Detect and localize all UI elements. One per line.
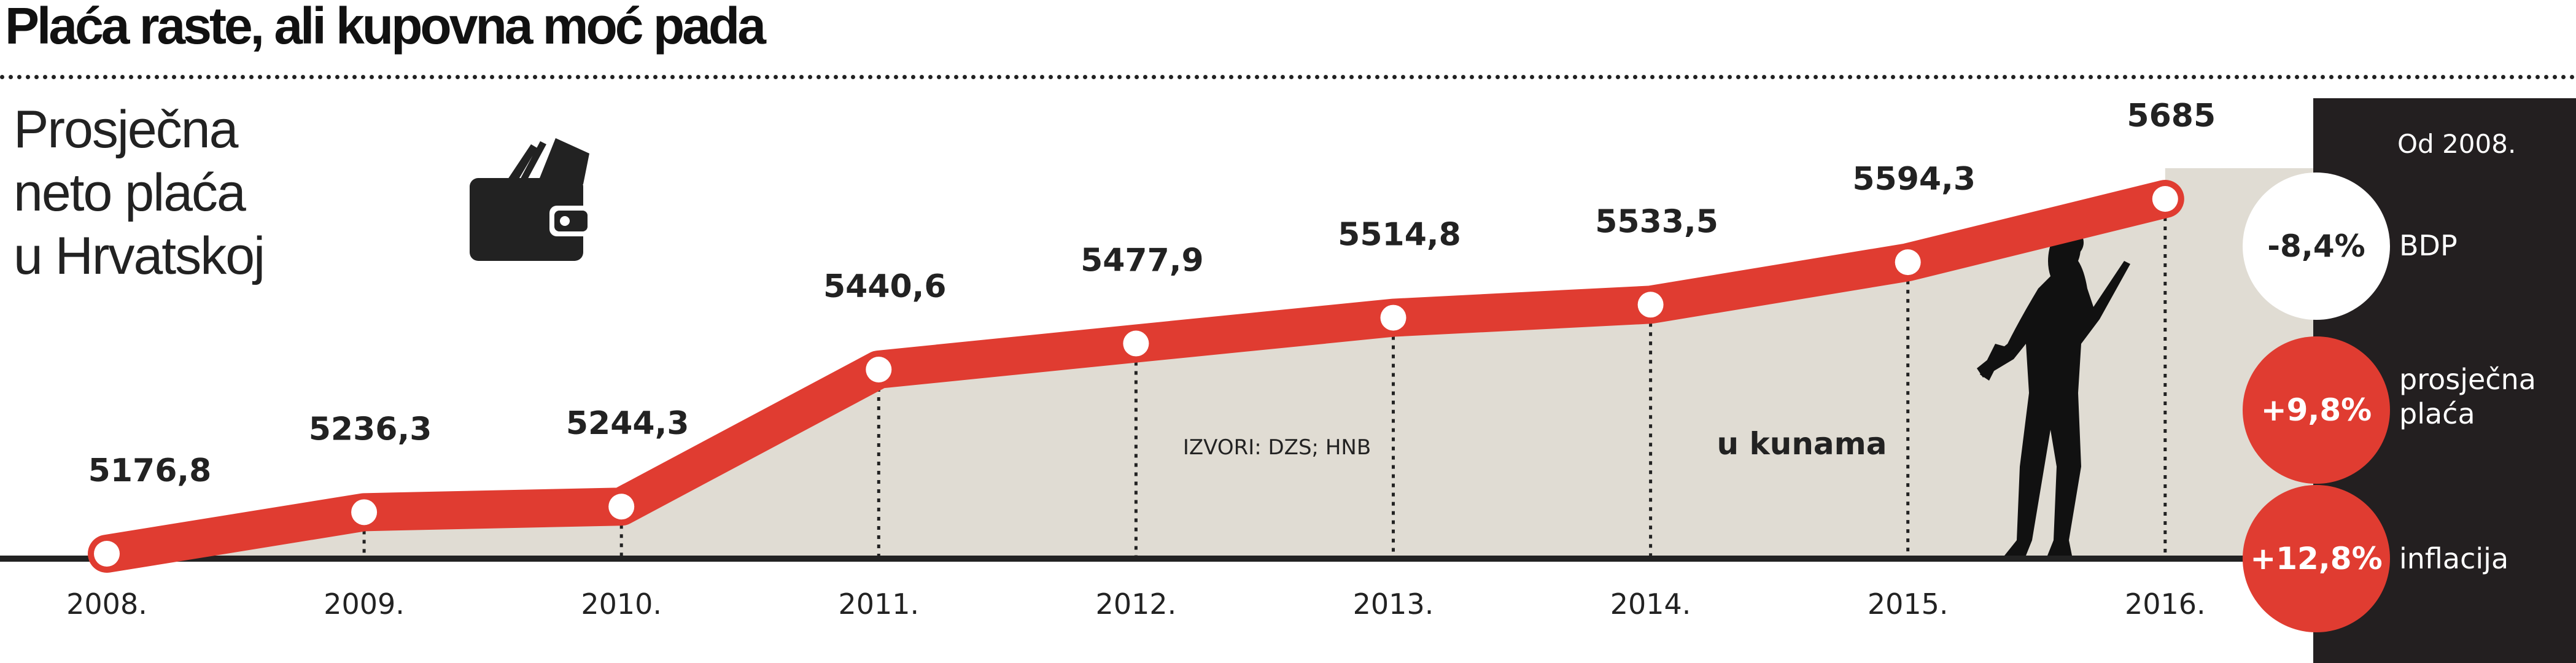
panel-heading: Od 2008.	[2397, 129, 2516, 159]
data-label: 5236,3	[309, 411, 432, 448]
x-tick-label: 2015.	[1868, 587, 1949, 621]
x-tick-label: 2009.	[324, 587, 405, 621]
data-point	[866, 356, 892, 382]
chart-title: Plaća raste, ali kupovna moć pada	[5, 0, 766, 55]
subtitle-line: neto plaća	[14, 163, 246, 222]
data-label: 5685	[2127, 98, 2216, 134]
bdp-label: BDP	[2399, 229, 2458, 262]
subtitle-line: u Hrvatskoj	[14, 227, 265, 285]
inflation-badge: +12,8%	[2243, 485, 2390, 632]
x-tick-label: 2012.	[1096, 587, 1177, 621]
chart-subtitle: Prosječna neto plaća u Hrvatskoj	[14, 98, 265, 288]
data-point	[1380, 304, 1406, 331]
bdp-badge: -8,4%	[2243, 173, 2390, 320]
unit-note: u kunama	[1717, 426, 1887, 462]
data-point	[2152, 186, 2178, 212]
wallet-icon	[470, 138, 592, 261]
salary-label: prosječna plaća	[2399, 363, 2536, 430]
data-point	[1123, 330, 1149, 357]
x-tick-label: 2010.	[581, 587, 662, 621]
x-tick-label: 2011.	[838, 587, 919, 621]
data-label: 5176,8	[88, 452, 212, 489]
data-point	[94, 541, 120, 567]
inflation-label: inflacija	[2399, 542, 2509, 575]
data-label: 5244,3	[566, 405, 689, 442]
data-label: 5477,9	[1080, 242, 1204, 279]
title-divider	[0, 75, 2576, 79]
data-point	[1637, 292, 1664, 318]
x-tick-label: 2014.	[1610, 587, 1691, 621]
data-label: 5533,5	[1595, 203, 1718, 240]
x-tick-label: 2013.	[1353, 587, 1434, 621]
source-note: IZVORI: DZS; HNB	[1183, 435, 1371, 460]
data-label: 5514,8	[1338, 217, 1461, 254]
data-point	[1895, 249, 1921, 276]
data-label: 5594,3	[1852, 161, 1976, 198]
data-label: 5440,6	[823, 268, 947, 305]
salary-badge: +9,8%	[2243, 336, 2390, 484]
x-tick-label: 2008.	[66, 587, 147, 621]
subtitle-line: Prosječna	[14, 100, 238, 159]
area-fill	[107, 168, 2313, 559]
data-point	[608, 494, 635, 520]
x-tick-label: 2016.	[2125, 587, 2206, 621]
data-point	[351, 499, 378, 525]
